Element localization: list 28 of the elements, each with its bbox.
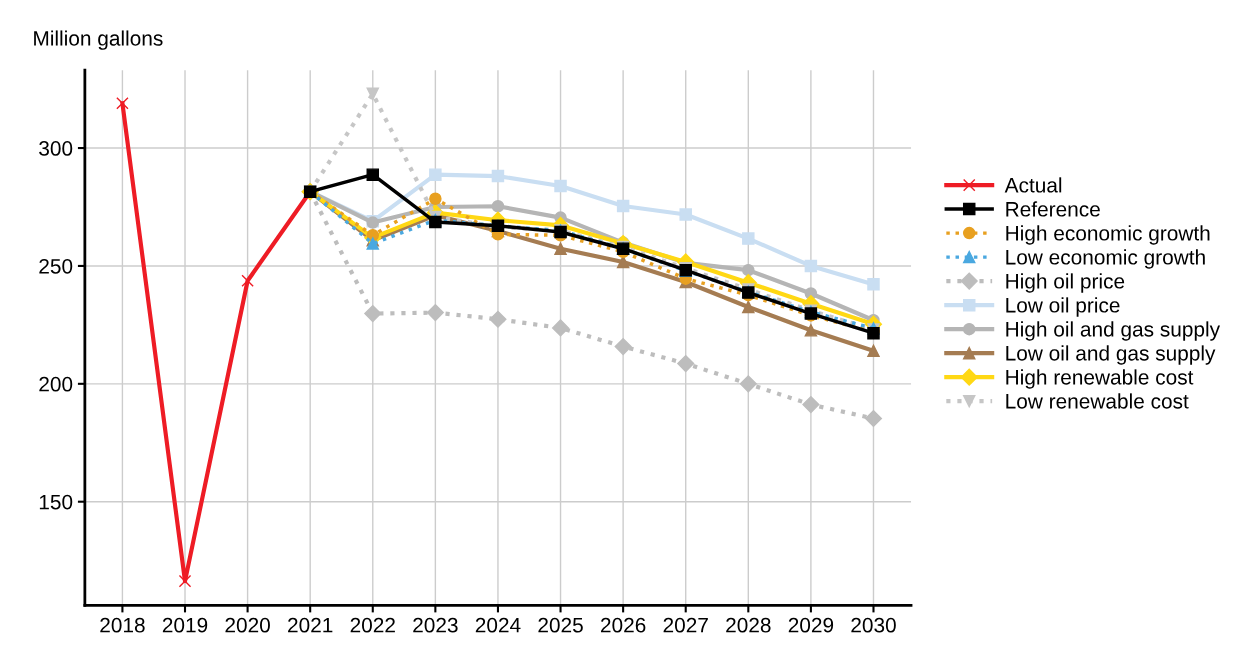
x-tick-label: 2023 xyxy=(413,617,458,633)
x-tick-label: 2024 xyxy=(475,617,521,633)
legend-label: High renewable cost xyxy=(1006,369,1194,389)
y-tick-label: 150 xyxy=(39,494,73,510)
legend-label: High economic growth xyxy=(1006,225,1210,245)
legend-label: Low oil price xyxy=(1006,297,1120,317)
x-tick-label: 2027 xyxy=(663,617,708,633)
legend-label: Low economic growth xyxy=(1006,249,1205,269)
y-axis-title: Million gallons xyxy=(34,30,163,50)
legend-label: Actual xyxy=(1004,177,1062,193)
x-tick-label: 2019 xyxy=(162,617,208,633)
y-tick-label: 250 xyxy=(39,258,73,274)
x-tick-label: 2026 xyxy=(601,617,646,633)
legend-label: High oil price xyxy=(1006,273,1125,293)
x-tick-label: 2021 xyxy=(288,617,333,633)
legend-label: Reference xyxy=(1006,201,1100,217)
x-tick-label: 2030 xyxy=(851,617,896,633)
x-tick-label: 2018 xyxy=(100,617,145,633)
legend-label: High oil and gas supply xyxy=(1006,321,1221,341)
x-tick-label: 2029 xyxy=(788,617,834,633)
x-tick-label: 2025 xyxy=(538,617,583,633)
x-tick-label: 2028 xyxy=(726,617,771,633)
y-tick-label: 300 xyxy=(39,141,73,156)
x-tick-label: 2020 xyxy=(225,617,270,633)
legend-label: Low oil and gas supply xyxy=(1006,345,1216,365)
legend-label: Low renewable cost xyxy=(1006,393,1189,409)
y-tick-label: 200 xyxy=(39,376,73,392)
x-tick-label: 2022 xyxy=(350,617,395,633)
